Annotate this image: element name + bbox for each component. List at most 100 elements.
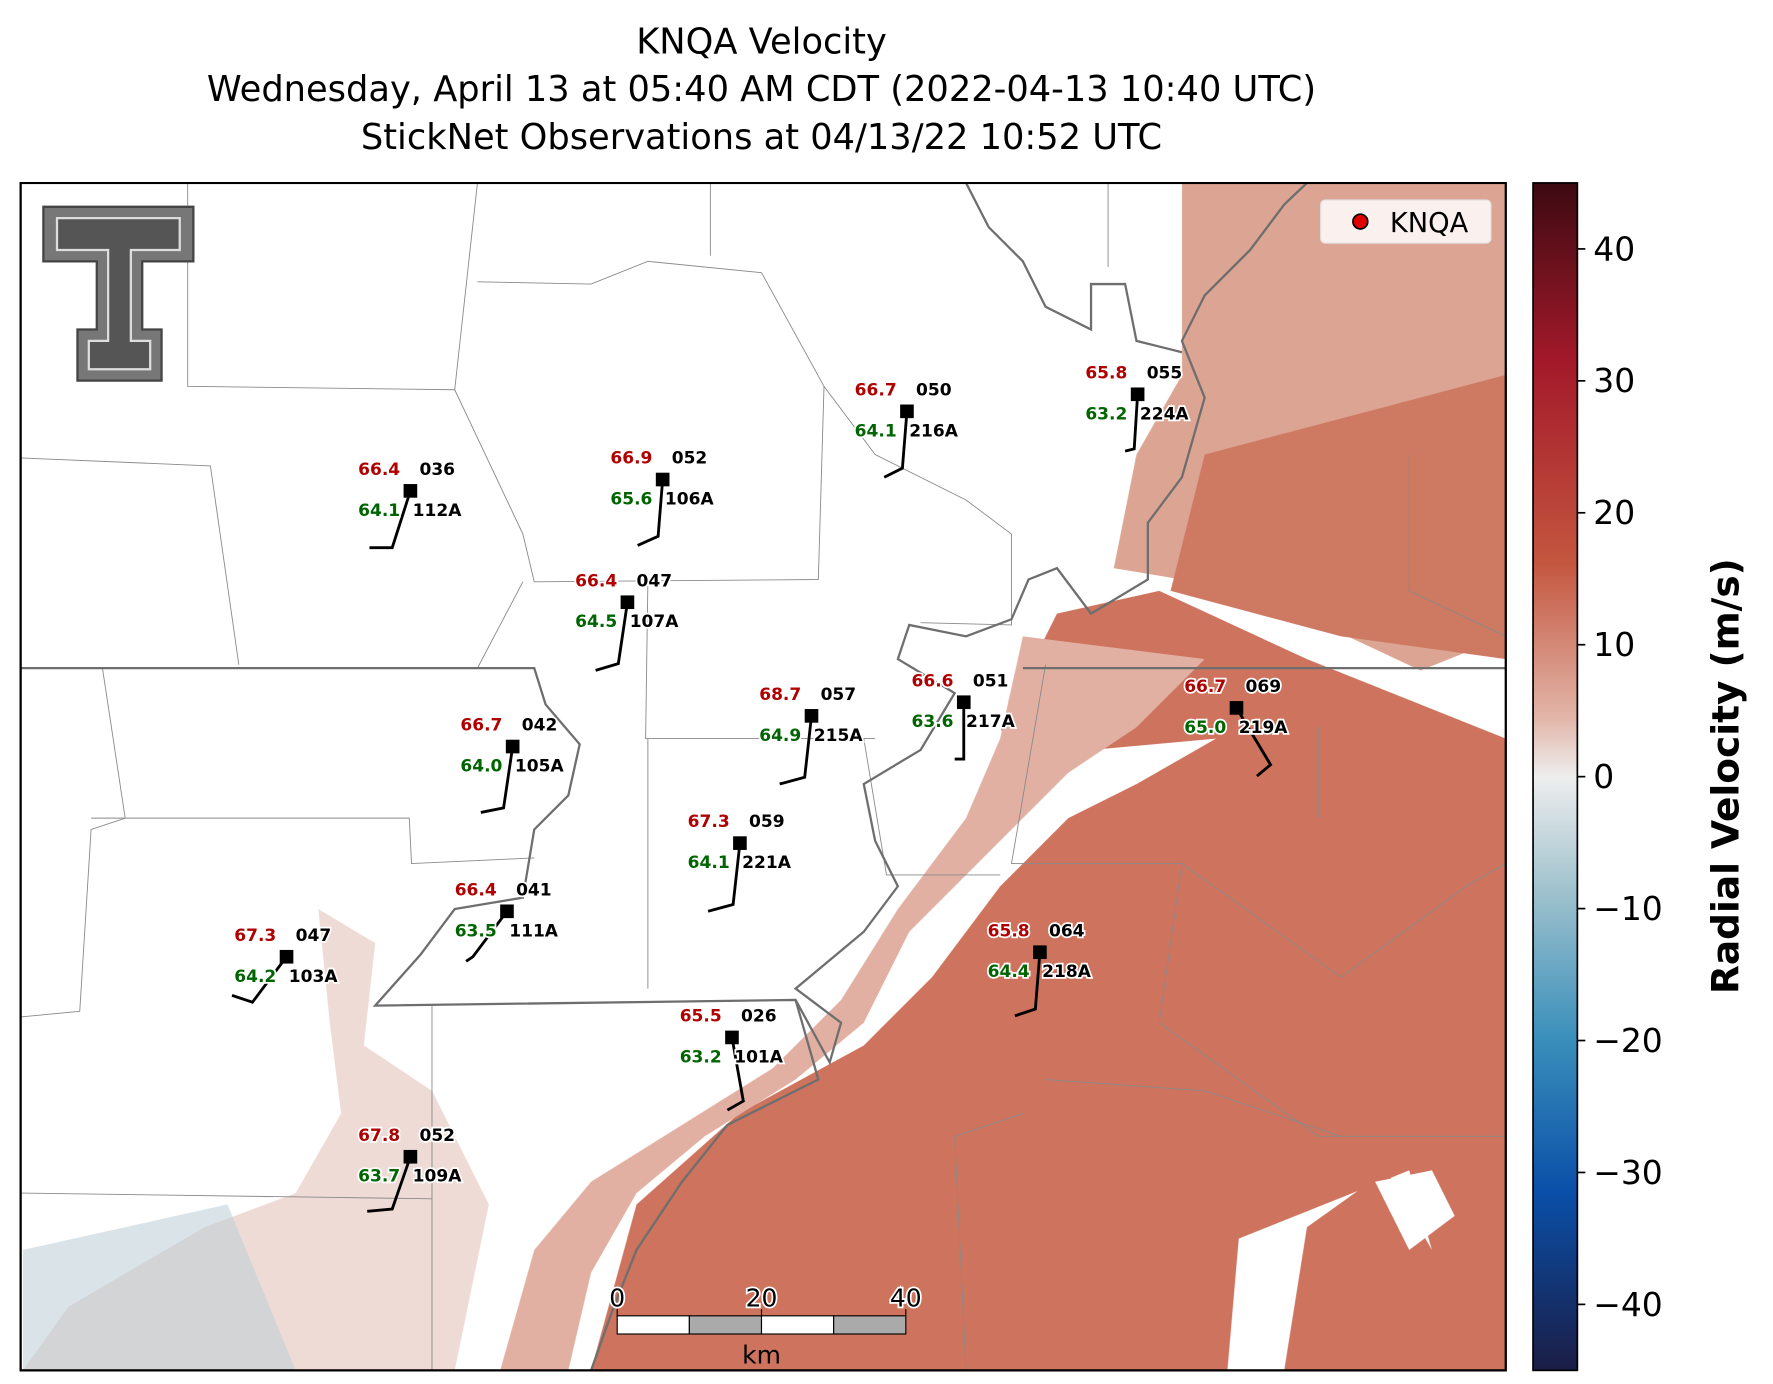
- station-name: 105A: [515, 757, 565, 777]
- scale-bar: 0 20 40 km: [608, 1282, 924, 1370]
- dewpoint: 63.5: [455, 921, 497, 941]
- pressure: 036: [419, 460, 455, 480]
- wind-barb: [707, 842, 742, 913]
- dewpoint: 64.4: [988, 962, 1030, 982]
- pressure: 064: [1049, 921, 1085, 941]
- dewpoint: 64.1: [855, 421, 897, 441]
- scale-segment: [688, 1315, 763, 1335]
- dewpoint: 63.7: [358, 1167, 400, 1187]
- pressure: 059: [749, 812, 785, 832]
- map-area: [20, 182, 1506, 1371]
- temperature: 66.7: [855, 380, 897, 400]
- temperature: 66.6: [911, 671, 953, 691]
- pressure: 042: [522, 716, 558, 736]
- station-marker: [500, 904, 514, 919]
- state-lines: [20, 182, 1506, 1371]
- pressure: 052: [672, 449, 708, 469]
- legend-label: KNQA: [1390, 208, 1469, 239]
- pressure: 047: [296, 926, 332, 946]
- wind-barb: [726, 1037, 745, 1112]
- colorbar-tick-label: 40: [1593, 229, 1635, 268]
- wind-barb: [779, 715, 813, 786]
- dewpoint: 63.2: [680, 1047, 722, 1067]
- station-marker: [804, 709, 819, 723]
- station-marker: [403, 484, 418, 498]
- colorbar: [1532, 182, 1579, 1372]
- wind-barb: [1014, 952, 1042, 1018]
- colorbar-tick-label: 10: [1593, 625, 1635, 664]
- station-name: 217A: [966, 712, 1016, 732]
- dewpoint: 64.0: [460, 757, 502, 777]
- scale-unit: km: [742, 1341, 781, 1370]
- dewpoint: 64.1: [358, 501, 400, 521]
- station-name: 216A: [909, 421, 959, 441]
- dewpoint: 63.2: [1085, 404, 1127, 424]
- dewpoint: 63.6: [911, 712, 953, 732]
- dewpoint: 64.9: [759, 726, 801, 746]
- station-marker: [725, 1030, 739, 1045]
- station-name: 101A: [734, 1047, 784, 1067]
- pressure: 051: [973, 671, 1009, 691]
- title-line: KNQA Velocity: [636, 21, 887, 62]
- temperature: 66.4: [575, 571, 617, 591]
- station-marker: [900, 404, 914, 419]
- temperature: 66.7: [460, 716, 502, 736]
- legend-box: [1319, 199, 1492, 244]
- station-marker: [733, 836, 747, 850]
- map-frame: [19, 181, 1507, 1372]
- pressure: 055: [1147, 363, 1183, 383]
- temperature: 66.9: [610, 449, 652, 469]
- station-marker: [505, 739, 520, 754]
- dewpoint: 65.0: [1184, 718, 1226, 738]
- dewpoint: 64.5: [575, 612, 617, 632]
- temperature: 67.3: [688, 812, 730, 832]
- pressure: 050: [916, 380, 952, 400]
- scale-tick-label: 0: [609, 1284, 625, 1313]
- pressure: 057: [821, 685, 857, 705]
- station-name: 109A: [413, 1167, 463, 1187]
- station-marker: [403, 1149, 418, 1164]
- station-marker: [655, 472, 670, 487]
- station-name: 107A: [630, 612, 680, 632]
- stations: 66.4 036 64.1 112A 66.9 052 65.6 106A 66.7 050 64.…: [231, 362, 1290, 1213]
- scale-segment: [616, 1315, 690, 1335]
- temperature: 66.4: [358, 460, 400, 480]
- station-marker: [279, 949, 294, 964]
- wind-barb: [595, 602, 629, 672]
- dewpoint: 64.2: [234, 967, 276, 987]
- station-marker: [1229, 701, 1244, 715]
- station-name: 224A: [1140, 404, 1190, 424]
- temperature: 68.7: [759, 685, 801, 705]
- colorbar-tick-label: 0: [1593, 757, 1614, 796]
- scale-segment: [833, 1315, 907, 1335]
- station-name: 218A: [1042, 962, 1092, 982]
- pressure: 052: [419, 1126, 455, 1146]
- wind-barb: [1124, 394, 1140, 453]
- station-name: 112A: [413, 501, 463, 521]
- temperature: 66.7: [1184, 677, 1226, 697]
- pressure: 047: [637, 571, 673, 591]
- colorbar-tick-label: −30: [1593, 1153, 1663, 1192]
- temperature: 65.8: [988, 921, 1030, 941]
- wind-barb: [480, 746, 515, 814]
- scale-tick-label: 40: [890, 1284, 922, 1313]
- wind-barb: [367, 1156, 412, 1213]
- county-lines: [20, 182, 1506, 1371]
- station-marker: [620, 595, 635, 610]
- temperature: 65.8: [1085, 363, 1127, 383]
- station-marker: [956, 695, 971, 710]
- dewpoint: 65.6: [610, 490, 652, 510]
- station-name: 215A: [814, 726, 864, 746]
- colorbar-tick-label: −20: [1593, 1021, 1663, 1060]
- station-marker: [1033, 945, 1047, 960]
- wind-barb: [465, 910, 509, 963]
- temperature: 65.5: [680, 1007, 722, 1027]
- temperature: 67.3: [234, 926, 276, 946]
- colorbar-tick-label: 30: [1593, 361, 1635, 400]
- wind-barb: [1235, 707, 1273, 778]
- wind-barb: [883, 411, 909, 479]
- station-name: 103A: [289, 967, 339, 987]
- pressure: 026: [741, 1007, 777, 1027]
- scale-tick-label: 20: [746, 1284, 778, 1313]
